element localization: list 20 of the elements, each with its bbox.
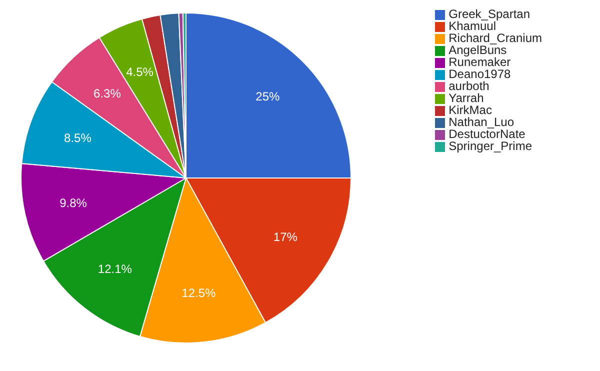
- legend-label: AngelBuns: [448, 43, 507, 57]
- legend-label: Greek_Spartan: [448, 7, 530, 21]
- data-label: 6.3%: [94, 86, 122, 101]
- legend-label: Runemaker: [448, 55, 511, 69]
- data-label: 9.8%: [60, 196, 88, 210]
- legend-label: Deano1978: [448, 67, 511, 81]
- data-label: 12.1%: [98, 262, 132, 276]
- legend-label: Khamuul: [448, 19, 496, 33]
- data-label: 17%: [273, 230, 298, 244]
- data-label: 8.5%: [64, 130, 92, 145]
- legend-label: DestuctorNate: [448, 127, 526, 141]
- data-label: 25%: [256, 89, 280, 104]
- data-label: 4.5%: [126, 65, 154, 80]
- legend-label: KirkMac: [448, 103, 492, 117]
- legend-label: Richard_Cranium: [448, 31, 542, 45]
- legend-label: Nathan_Luo: [448, 115, 514, 129]
- legend-label: Springer_Prime: [448, 139, 532, 153]
- data-label: 12.5%: [182, 286, 216, 300]
- legend-label: aurboth: [448, 79, 490, 93]
- legend-label: Yarrah: [448, 91, 484, 105]
